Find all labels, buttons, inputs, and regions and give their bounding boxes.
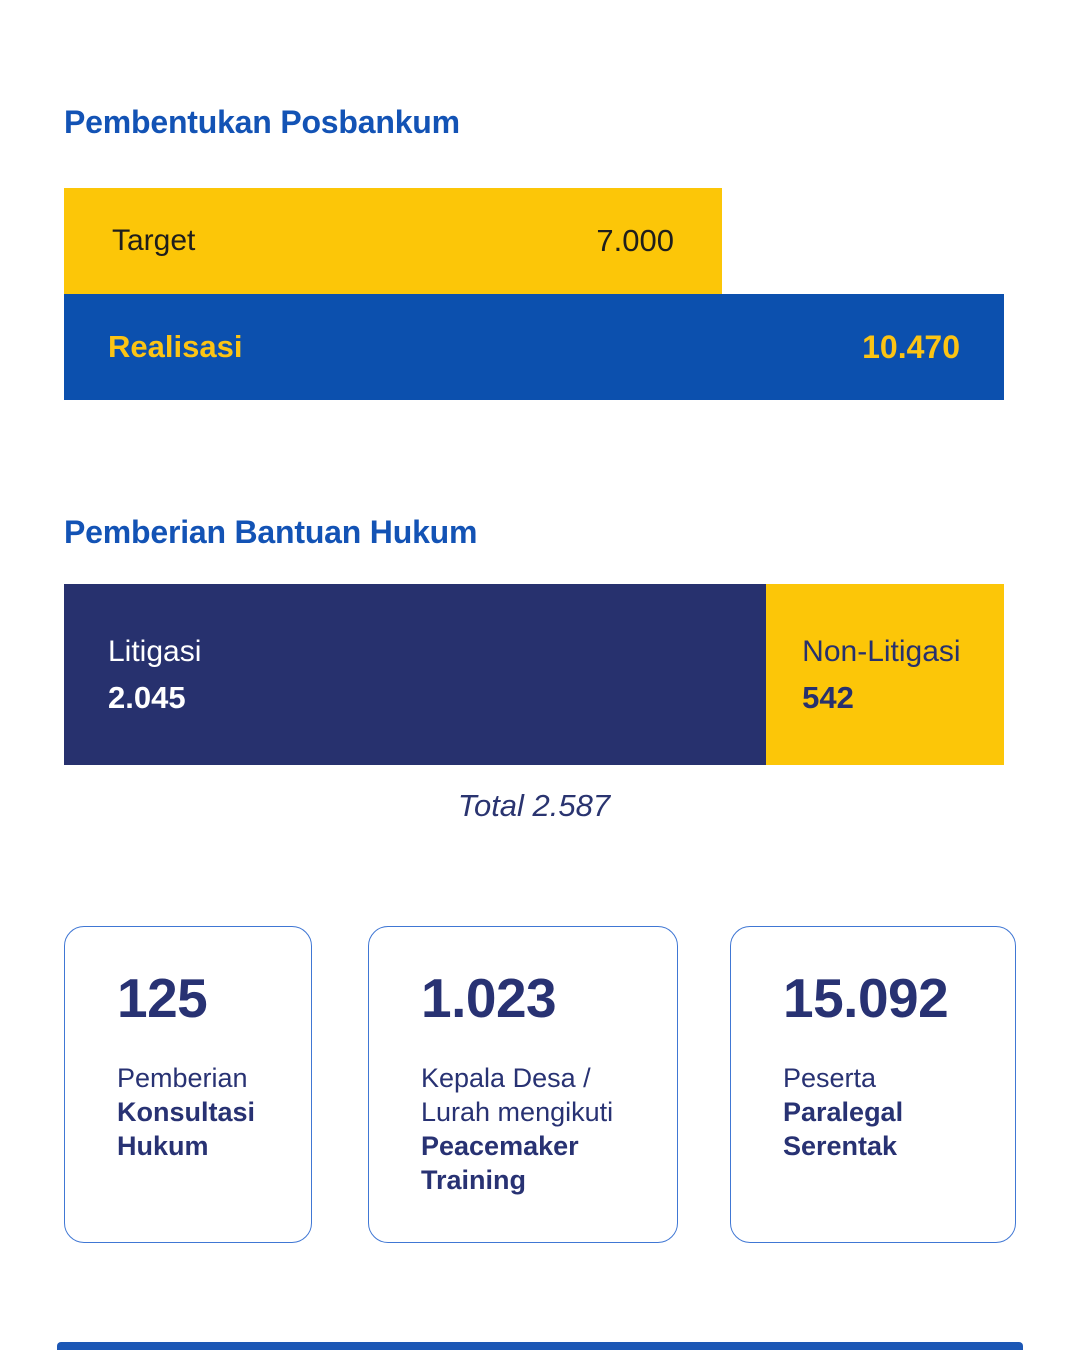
stat-text-regular: Peserta xyxy=(783,1063,877,1093)
section-title-posbankum: Pembentukan Posbankum xyxy=(64,104,460,140)
stat-value: 15.092 xyxy=(783,967,949,1029)
stat-description: Pemberian Konsultasi Hukum xyxy=(117,1061,291,1163)
target-value: 7.000 xyxy=(596,223,674,258)
stat-card-peacemaker: 1.023 Kepala Desa / Lurah mengikuti Peac… xyxy=(368,926,678,1243)
stat-card-konsultasi: 125 Pemberian Konsultasi Hukum xyxy=(64,926,312,1243)
stat-text-bold: Konsultasi Hukum xyxy=(117,1097,256,1161)
realisasi-label: Realisasi xyxy=(108,329,243,364)
stat-text-regular: Pemberian xyxy=(117,1063,248,1093)
litigasi-value: 2.045 xyxy=(108,679,186,715)
total-label: Total 2.587 xyxy=(457,788,611,823)
litigasi-segment: Litigasi 2.045 xyxy=(64,584,767,765)
target-bar: Target 7.000 xyxy=(64,188,722,294)
stat-text-bold: Paralegal Serentak xyxy=(783,1097,904,1161)
target-label: Target xyxy=(112,224,196,257)
realisasi-bar: Realisasi 10.470 xyxy=(64,294,1004,400)
realisasi-value: 10.470 xyxy=(862,328,960,365)
stat-description: Peserta Paralegal Serentak xyxy=(783,1061,995,1163)
nonlitigasi-value: 542 xyxy=(802,679,854,715)
stat-value: 1.023 xyxy=(421,967,557,1029)
section-title-bantuan-hukum: Pemberian Bantuan Hukum xyxy=(64,514,478,550)
stat-value: 125 xyxy=(117,967,208,1029)
stat-text-regular: Kepala Desa / Lurah mengikuti xyxy=(421,1063,614,1127)
stacked-bar: Litigasi 2.045 Non-Litigasi 542 xyxy=(64,584,1004,765)
nonlitigasi-segment: Non-Litigasi 542 xyxy=(766,584,1004,765)
footer-accent-bar xyxy=(57,1342,1023,1350)
nonlitigasi-label: Non-Litigasi xyxy=(802,634,961,668)
litigasi-label: Litigasi xyxy=(108,634,202,668)
stat-card-paralegal: 15.092 Peserta Paralegal Serentak xyxy=(730,926,1016,1243)
stat-text-bold: Peacemaker Training xyxy=(421,1131,579,1195)
stat-description: Kepala Desa / Lurah mengikuti Peacemaker… xyxy=(421,1061,657,1197)
